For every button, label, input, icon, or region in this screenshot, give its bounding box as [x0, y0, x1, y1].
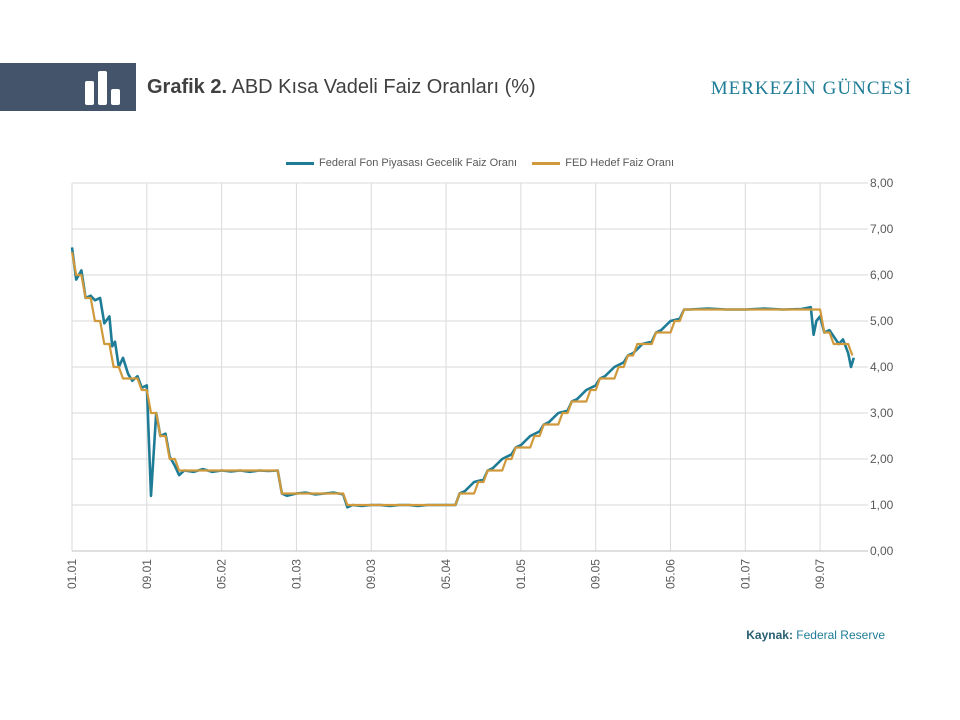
- source-label: Kaynak:: [746, 628, 793, 642]
- chart-legend: Federal Fon Piyasası Gecelik Faiz Oranı …: [0, 157, 960, 169]
- x-tick-label: 01.07: [738, 559, 752, 589]
- y-tick-label: 7,00: [870, 222, 894, 236]
- legend-swatch-fed-funds: [285, 161, 314, 165]
- x-tick-label: 09.03: [364, 559, 378, 589]
- legend-item-target: FED Hedef Faiz Oranı: [532, 157, 674, 169]
- legend-label-target: FED Hedef Faiz Oranı: [565, 157, 675, 169]
- x-tick-label: 05.06: [663, 559, 677, 589]
- chart-title-text: ABD Kısa Vadeli Faiz Oranları (%): [231, 76, 536, 98]
- legend-swatch-target: [532, 161, 561, 165]
- x-tick-label: 05.02: [215, 559, 229, 589]
- y-tick-label: 6,00: [870, 268, 894, 282]
- header-band: [0, 63, 136, 111]
- series-fed-funds-line: [70, 247, 856, 509]
- chart-title-prefix: Grafik 2.: [147, 76, 228, 98]
- y-tick-label: 8,00: [870, 176, 894, 190]
- source-value: Federal Reserve: [796, 628, 885, 642]
- legend-item-fed-funds: Federal Fon Piyasası Gecelik Faiz Oranı: [285, 157, 518, 169]
- chart-title: Grafik 2. ABD Kısa Vadeli Faiz Oranları …: [147, 76, 536, 99]
- x-tick-label: 01.03: [289, 559, 303, 589]
- y-tick-label: 3,00: [870, 406, 894, 420]
- x-tick-label: 09.01: [140, 559, 154, 589]
- y-tick-label: 2,00: [870, 452, 894, 466]
- x-tick-label: 01.05: [514, 559, 528, 589]
- series-target-line: [70, 251, 854, 507]
- x-tick-label: 01.01: [65, 559, 79, 589]
- legend-label-fed-funds: Federal Fon Piyasası Gecelik Faiz Oranı: [319, 157, 518, 169]
- brand-logo-text: MERKEZİN GÜNCESİ: [710, 78, 912, 99]
- x-tick-label: 09.05: [589, 559, 603, 589]
- y-tick-label: 0,00: [870, 544, 894, 558]
- y-tick-label: 1,00: [870, 498, 894, 512]
- source-note: Kaynak: Federal Reserve: [746, 628, 885, 642]
- x-tick-label: 09.07: [813, 559, 827, 589]
- y-tick-label: 4,00: [870, 360, 894, 374]
- x-tick-label: 05.04: [439, 559, 453, 589]
- y-tick-label: 5,00: [870, 314, 894, 328]
